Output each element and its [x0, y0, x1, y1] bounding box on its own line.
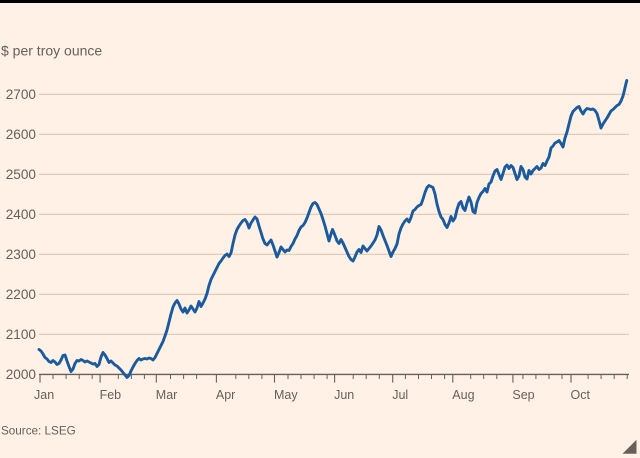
svg-text:Mar: Mar	[156, 388, 178, 402]
svg-text:Oct: Oct	[571, 388, 591, 402]
svg-text:2400: 2400	[6, 207, 37, 222]
svg-text:Apr: Apr	[216, 388, 235, 402]
svg-text:Jun: Jun	[334, 388, 354, 402]
svg-text:2200: 2200	[6, 287, 37, 302]
svg-text:2700: 2700	[6, 87, 37, 102]
svg-text:2500: 2500	[6, 167, 37, 182]
svg-text:May: May	[274, 388, 298, 402]
svg-text:Aug: Aug	[452, 388, 474, 402]
svg-text:Sep: Sep	[512, 388, 534, 402]
svg-text:2100: 2100	[6, 327, 37, 342]
svg-text:2300: 2300	[6, 247, 37, 262]
svg-text:Jan: Jan	[34, 388, 54, 402]
svg-text:Jul: Jul	[392, 388, 408, 402]
svg-text:Source: LSEG: Source: LSEG	[1, 425, 76, 438]
svg-text:Feb: Feb	[100, 388, 122, 402]
svg-text:$ per troy ounce: $ per troy ounce	[1, 43, 102, 59]
svg-text:2000: 2000	[6, 367, 37, 382]
svg-text:2600: 2600	[6, 127, 37, 142]
